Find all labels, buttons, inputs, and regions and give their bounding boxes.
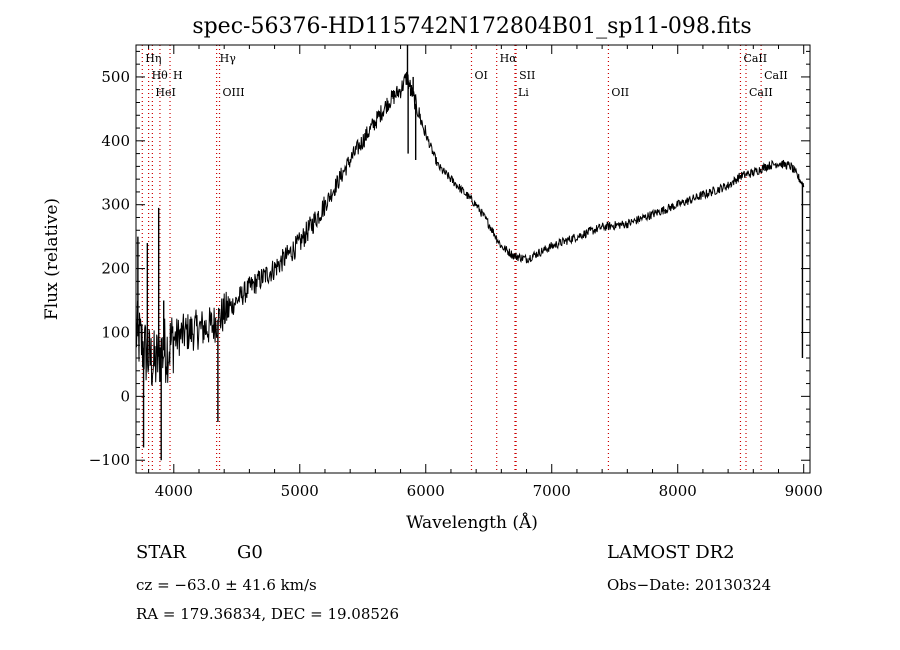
spectrum-spikes xyxy=(137,45,804,461)
y-axis-label: Flux (relative) xyxy=(42,198,62,320)
spectral-line-label: CaII xyxy=(743,52,767,65)
spectral-line-label: Hη xyxy=(145,52,161,65)
x-tick-label: 9000 xyxy=(785,482,823,500)
object-subclass: G0 xyxy=(237,542,263,563)
survey-name: LAMOST DR2 xyxy=(607,542,735,563)
observation-date: Obs−Date: 20130324 xyxy=(607,576,772,594)
coordinates: RA = 179.36834, DEC = 19.08526 xyxy=(136,605,400,623)
spectrum-line xyxy=(135,71,805,386)
spectral-line-label: Li xyxy=(518,86,529,99)
y-axis-ticks: −100 0 100 200 300 400 500 xyxy=(89,50,810,469)
spectral-line-label: HeI xyxy=(155,86,175,99)
x-axis-ticks: 4000 5000 6000 7000 8000 9000 xyxy=(148,45,823,500)
x-tick-label: 8000 xyxy=(659,482,697,500)
spectral-line-label: Hα xyxy=(500,52,518,65)
y-tick-label: 500 xyxy=(101,68,130,86)
y-tick-label: 100 xyxy=(101,323,130,341)
chart-title: spec-56376-HD115742N172804B01_sp11-098.f… xyxy=(192,14,751,39)
x-tick-label: 7000 xyxy=(533,482,571,500)
y-tick-label: 400 xyxy=(101,132,130,150)
spectral-line-label: Hγ xyxy=(220,52,237,65)
spectral-line-markers xyxy=(141,45,762,473)
x-tick-label: 4000 xyxy=(155,482,193,500)
spectral-line-label: CaII xyxy=(749,86,773,99)
y-tick-label: 300 xyxy=(101,196,130,214)
spectral-line-label: SII xyxy=(519,69,535,82)
spectral-line-label: H xyxy=(173,69,183,82)
x-tick-label: 6000 xyxy=(407,482,445,500)
spectral-line-label: OII xyxy=(611,86,629,99)
y-tick-label: 0 xyxy=(120,387,130,405)
spectral-line-label: Hθ xyxy=(152,69,169,82)
object-class: STAR xyxy=(136,542,186,563)
spectral-line-label: OI xyxy=(474,69,487,82)
spectral-line-label: OIII xyxy=(223,86,245,99)
plot-frame xyxy=(135,44,811,474)
y-tick-label: 200 xyxy=(101,260,130,278)
redshift-cz: cz = −63.0 ± 41.6 km/s xyxy=(136,576,317,594)
x-tick-label: 5000 xyxy=(281,482,319,500)
x-axis-label: Wavelength (Å) xyxy=(406,512,538,533)
y-tick-label: −100 xyxy=(89,451,130,469)
spectral-line-label: CaII xyxy=(764,69,788,82)
